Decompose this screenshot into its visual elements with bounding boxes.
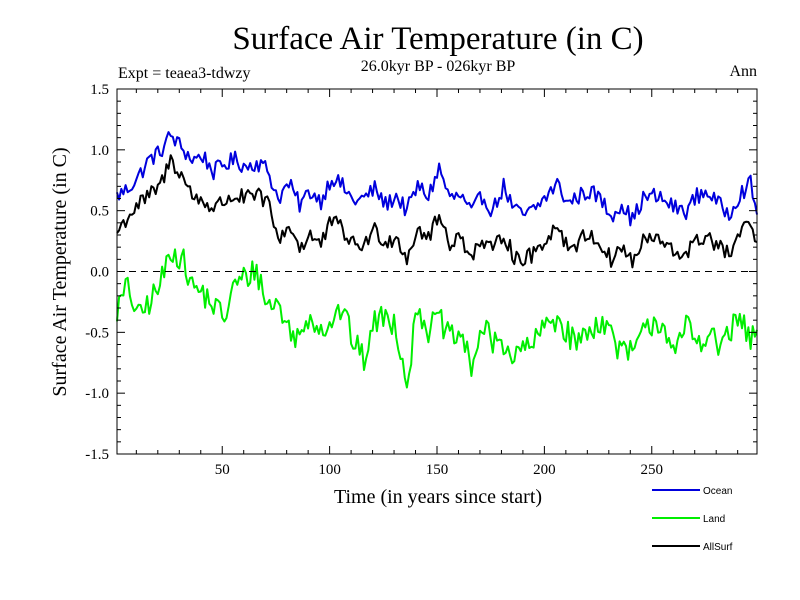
chart-subtitle: 26.0kyr BP - 026kyr BP [361, 58, 516, 75]
series-line-land [116, 248, 758, 389]
x-tick-label: 200 [533, 462, 556, 478]
y-tick-label: 0.5 [90, 204, 109, 220]
y-tick-label: 1.5 [90, 82, 109, 98]
y-tick-label: -1.0 [85, 386, 109, 402]
y-axis: -1.5 -1.0 -0.5 0.0 0.5 1.0 1.5 [85, 82, 757, 463]
x-tick-label: 150 [426, 462, 449, 478]
series-line-allsurf [116, 154, 758, 269]
x-axis-label: Time (in years since start) [334, 486, 542, 508]
x-axis: 50 100 150 200 250 [135, 89, 739, 478]
x-tick-label: 50 [215, 462, 230, 478]
experiment-label: Expt = teaea3-tdwzy [118, 65, 251, 82]
x-tick-label: 100 [318, 462, 341, 478]
y-tick-label: 0.0 [90, 265, 109, 281]
y-axis-label: Surface Air Temperature (in C) [49, 147, 71, 396]
x-tick-label: 250 [641, 462, 664, 478]
series-line-ocean [116, 131, 758, 227]
legend: Ocean Land AllSurf [652, 486, 733, 553]
legend-label-land: Land [703, 514, 725, 525]
legend-label-ocean: Ocean [703, 486, 732, 497]
y-tick-label: 1.0 [90, 143, 109, 159]
y-tick-label: -0.5 [85, 325, 109, 341]
season-label: Ann [729, 63, 757, 80]
y-tick-label: -1.5 [85, 447, 109, 463]
chart-title: Surface Air Temperature (in C) [232, 21, 643, 57]
series-lines [116, 131, 758, 389]
legend-label-allsurf: AllSurf [703, 542, 733, 553]
